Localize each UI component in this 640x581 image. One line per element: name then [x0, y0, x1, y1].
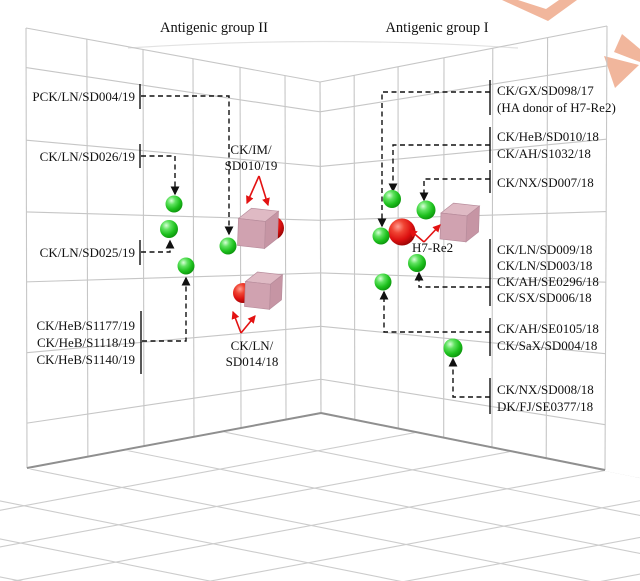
antiserum-cube-H7-Re2 [439, 202, 481, 243]
leader-line [377, 91, 490, 228]
label-ck-gx-sd098: CK/GX/SD098/17 (HA donor of H7-Re2) [497, 82, 616, 116]
red-pointer-arrow [423, 224, 441, 243]
strain-label-line: CK/LN/SD026/19 [39, 149, 135, 164]
strain-label-line: CK/NX/SD008/18 [497, 382, 594, 397]
antiserum-cube-CK-IM-SD010-19 [237, 207, 280, 250]
green-sphere-CK-LN-SD026-19 [165, 195, 183, 213]
strain-label-line: SD010/19 [224, 158, 278, 173]
strain-label-line: CK/LN/ [230, 338, 274, 353]
green-sphere-CK-NX-SD008-18 [443, 338, 463, 358]
strain-label-line: PCK/LN/SD004/19 [32, 89, 135, 104]
green-sphere-CK-NX-SD007-18 [416, 200, 436, 220]
green-sphere-CK-LN-SD025-19 [160, 220, 178, 238]
green-sphere-CK-LN-SD009-18 [408, 254, 426, 272]
strain-label-line: CK/NX/SD007/18 [497, 175, 594, 190]
green-sphere-CK-HeB-S1177-19 [177, 257, 195, 275]
strain-label-line: CK/AH/SE0105/18 [497, 321, 599, 336]
wall-base-edges [26, 412, 606, 471]
strain-label-line: CK/LN/SD003/18 [497, 258, 593, 273]
antiserum-cube-CK-LN-SD014-18 [244, 271, 284, 311]
leader-line [142, 276, 191, 342]
watermark-arrowhead [604, 56, 639, 88]
label-ck-ln-sd014: CK/LN/ SD014/18 [226, 338, 279, 370]
green-sphere-PCK-LN-SD004-19 [219, 237, 237, 255]
label-ck-im-sd010: CK/IM/ SD010/19 [225, 142, 278, 174]
red-pointer-arrow [246, 175, 260, 205]
strain-label-line: CK/AH/S1032/18 [497, 146, 591, 161]
red-pointer-arrow [231, 310, 242, 334]
strain-label-line: CK/GX/SD098/17 [497, 83, 594, 98]
label-ck-nx-sd007: CK/NX/SD007/18 [497, 174, 594, 191]
green-sphere-CK-GX-SD098-17 [372, 227, 390, 245]
strain-label-line: CK/LN/SD025/19 [39, 245, 135, 260]
label-ck-ln-sd009-group: CK/LN/SD009/18 CK/LN/SD003/18 CK/AH/SE02… [497, 242, 599, 306]
leader-lines [141, 91, 490, 398]
leader-line [448, 357, 490, 398]
red-sphere-H7-Re2 [388, 218, 416, 246]
red-pointer-arrow [240, 315, 256, 334]
floor-grid [0, 414, 640, 581]
label-h7-re2: H7-Re2 [412, 240, 453, 256]
leader-line [141, 95, 234, 236]
strain-label-line: CK/HeB/S1118/19 [37, 335, 135, 350]
strain-label-line: CK/HeB/SD010/18 [497, 129, 599, 144]
strain-label-line: (HA donor of H7-Re2) [497, 100, 616, 115]
watermark-band [614, 34, 640, 62]
strain-label-line: CK/HeB/S1140/19 [36, 352, 135, 367]
strain-label-line: CK/AH/SE0296/18 [497, 274, 599, 289]
group1-title: Antigenic group I [385, 20, 489, 36]
leader-line [141, 239, 175, 253]
right-wall-grid [319, 25, 608, 471]
green-sphere-CK-AH-SE0105-18 [374, 273, 392, 291]
strain-label-line: DK/FJ/SE0377/18 [497, 399, 594, 414]
label-ck-nx-sd008: CK/NX/SD008/18 DK/FJ/SE0377/18 [497, 381, 594, 415]
strain-label-line: CK/IM/ [230, 142, 272, 157]
label-ck-ah-se0105: CK/AH/SE0105/18 CK/SaX/SD004/18 [497, 320, 599, 354]
red-pointer-arrow [258, 175, 270, 207]
strain-label-line: CK/SaX/SD004/18 [497, 338, 598, 353]
label-ck-heb-sd010: CK/HeB/SD010/18 CK/AH/S1032/18 [497, 128, 599, 162]
leader-line [414, 271, 490, 288]
label-ck-ln-sd026: CK/LN/SD026/19 [0, 148, 135, 165]
leader-line [388, 144, 490, 193]
red-pointer-arrow [409, 229, 425, 243]
watermark-arc [127, 40, 519, 49]
green-sphere-CK-HeB-SD010-18 [383, 190, 401, 208]
leader-line [141, 155, 180, 196]
leader-line [379, 290, 490, 333]
leader-line [419, 178, 490, 202]
watermark-chevron [502, 0, 577, 21]
strain-label-line: CK/SX/SD006/18 [497, 290, 592, 305]
label-ck-heb-group: CK/HeB/S1177/19 CK/HeB/S1118/19 CK/HeB/S… [0, 317, 135, 368]
label-pck-ln-sd004: PCK/LN/SD004/19 [0, 88, 135, 105]
group2-title: Antigenic group II [160, 20, 268, 36]
strain-label-line: CK/HeB/S1177/19 [36, 318, 135, 333]
strain-label-line: H7-Re2 [412, 240, 454, 255]
strain-label-line: CK/LN/SD009/18 [497, 242, 593, 257]
strain-label-line: SD014/18 [225, 354, 279, 369]
label-ck-ln-sd025: CK/LN/SD025/19 [0, 244, 135, 261]
